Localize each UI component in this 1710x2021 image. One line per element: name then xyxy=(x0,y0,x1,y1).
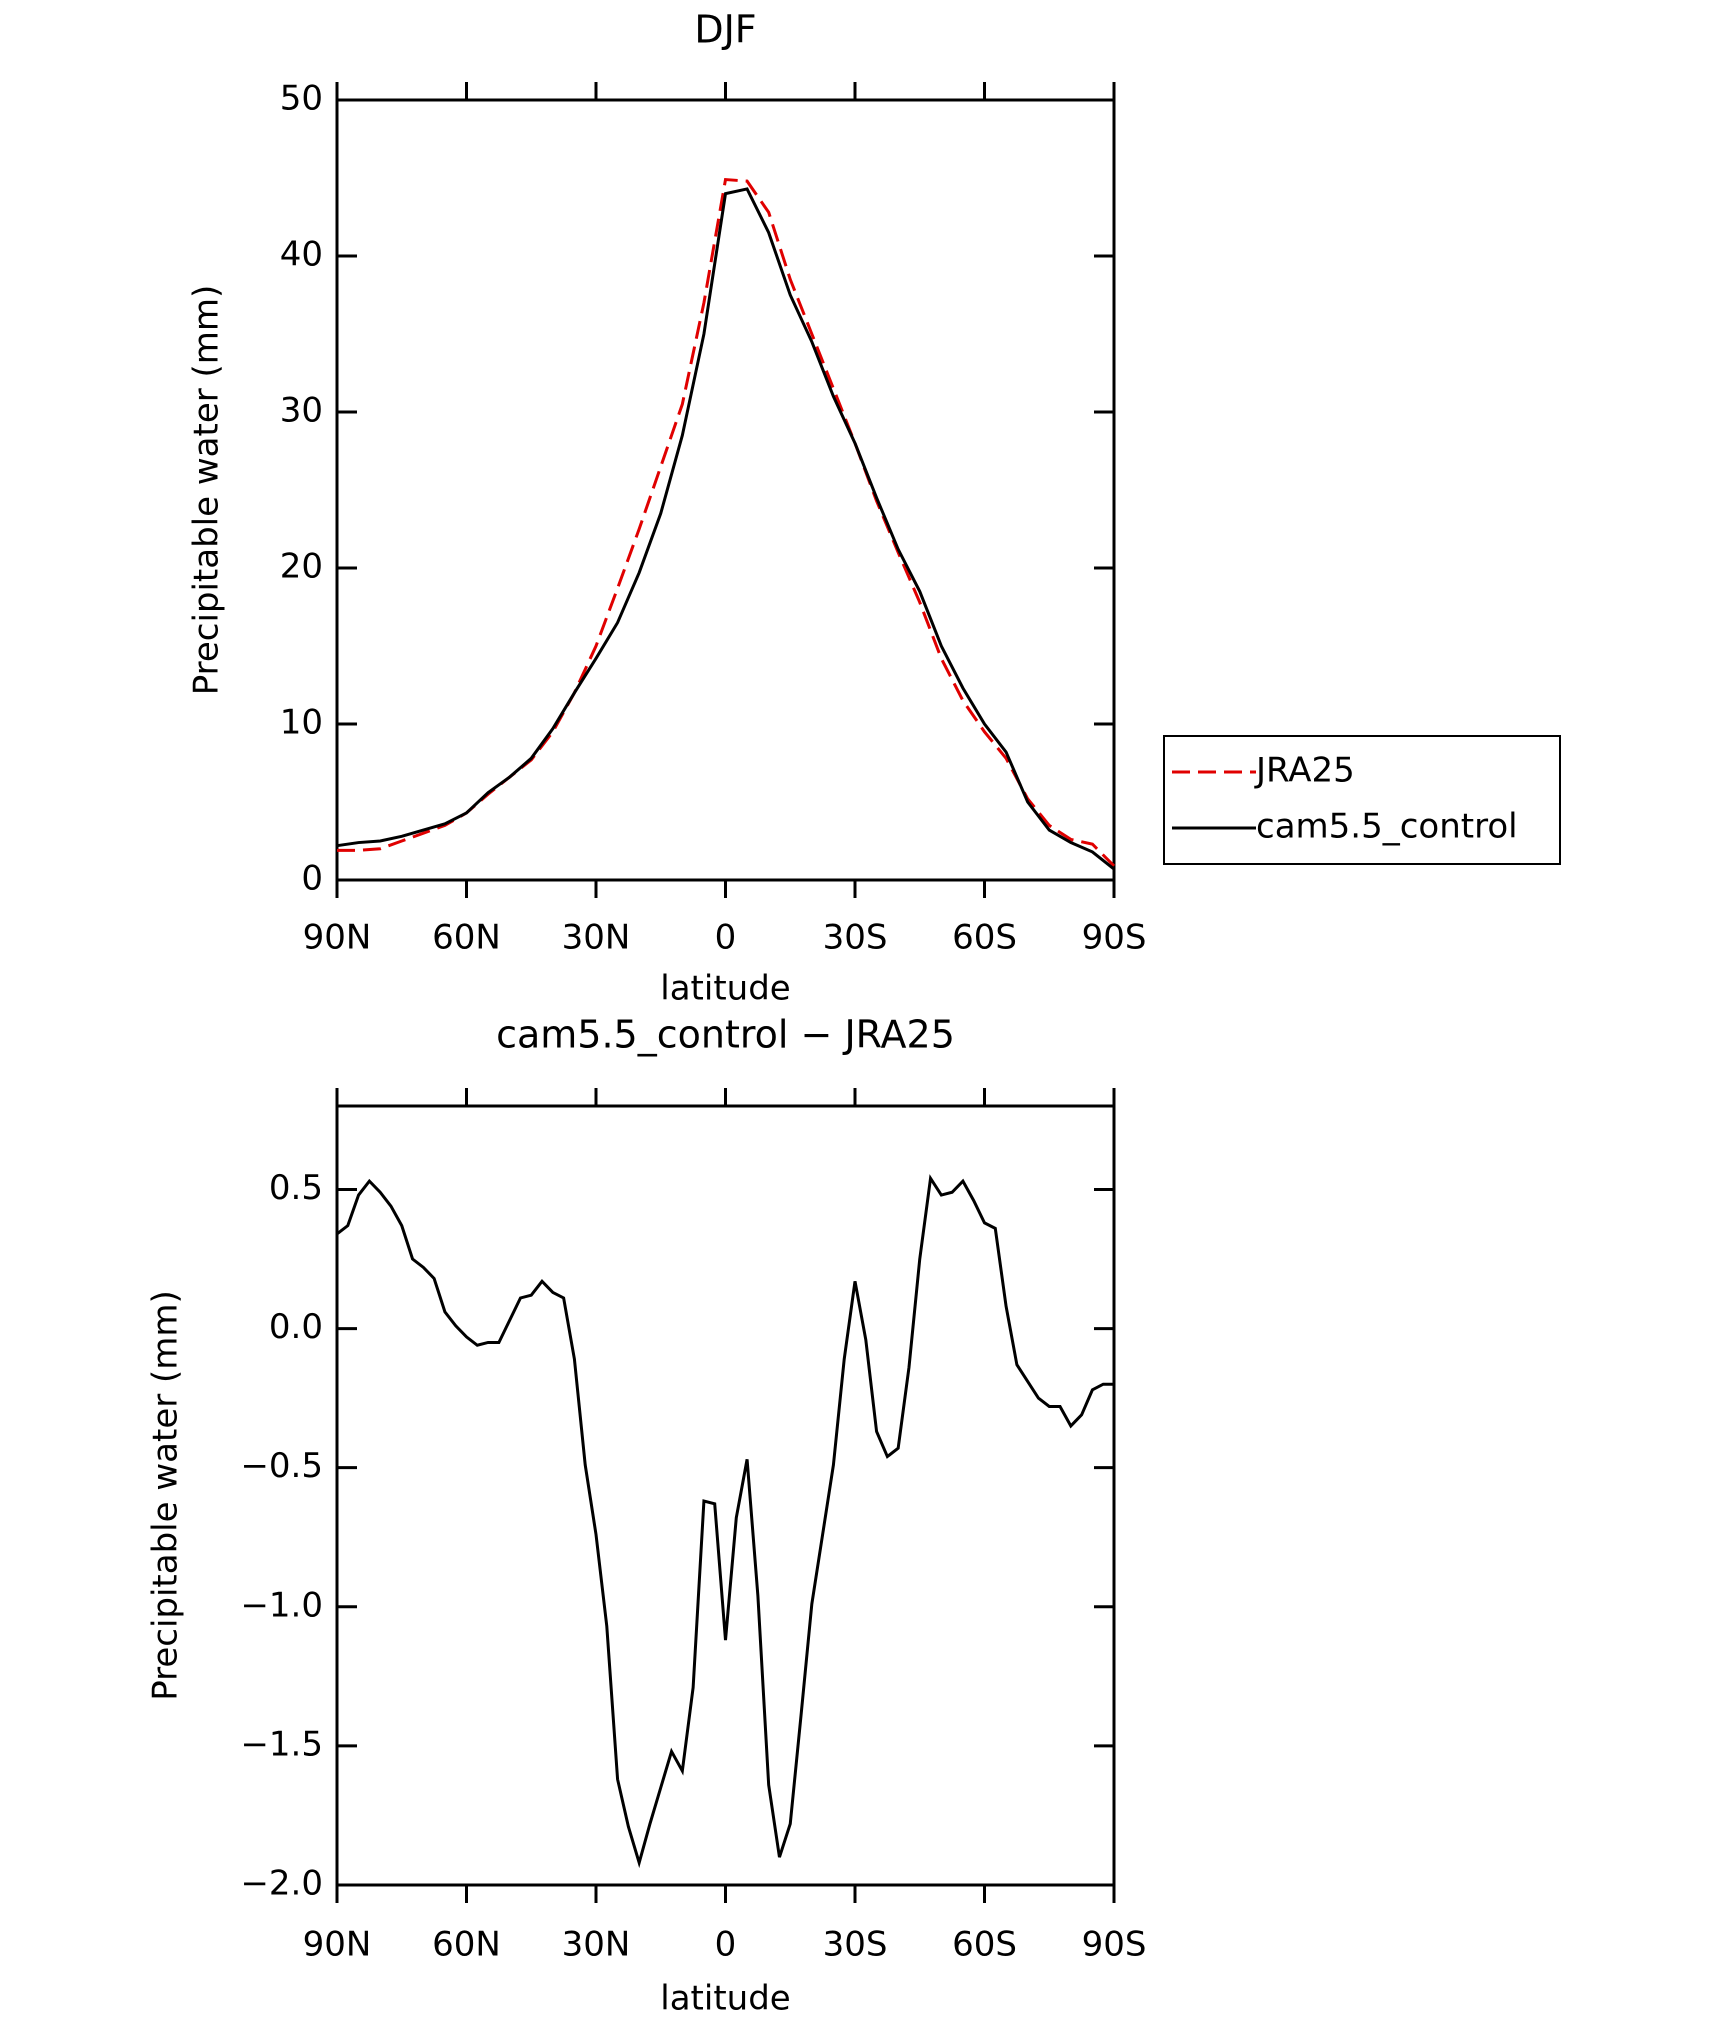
y-tick-label: 0.0 xyxy=(269,1307,323,1347)
y-tick-label: −1.5 xyxy=(240,1724,323,1764)
x-tick-label: 60S xyxy=(952,918,1017,958)
x-axis-label: latitude xyxy=(660,969,790,1009)
plot-frame xyxy=(335,1104,1116,1887)
series-line xyxy=(336,1174,1114,1869)
x-tick-label: 30S xyxy=(823,918,888,958)
y-tick-label: −2.0 xyxy=(240,1864,323,1904)
x-axis-label: latitude xyxy=(660,1979,790,2019)
y-tick-label: 0 xyxy=(301,859,323,899)
y-tick-label: 10 xyxy=(280,703,323,743)
legend-label: JRA25 xyxy=(1254,751,1355,791)
x-tick-label: 90S xyxy=(1082,1925,1147,1965)
y-tick-label: 40 xyxy=(280,235,323,275)
y-tick-label: 30 xyxy=(280,391,323,431)
x-tick-label: 60S xyxy=(952,1925,1017,1965)
x-tick-label: 0 xyxy=(715,918,737,958)
x-tick-label: 60N xyxy=(432,1925,501,1965)
y-axis-label: Precipitable water (mm) xyxy=(187,285,227,696)
series-line xyxy=(336,187,1115,871)
plot-frame xyxy=(335,98,1116,882)
x-tick-label: 60N xyxy=(432,918,501,958)
legend-label: cam5.5_control xyxy=(1256,807,1518,847)
y-tick-label: 20 xyxy=(280,547,323,587)
y-axis-label: Precipitable water (mm) xyxy=(146,1290,186,1701)
x-tick-label: 30N xyxy=(562,918,631,958)
series-line xyxy=(337,177,1116,868)
y-tick-label: −1.0 xyxy=(240,1585,323,1625)
chart-title: DJF xyxy=(694,8,756,52)
x-tick-label: 30N xyxy=(562,1925,631,1965)
x-tick-label: 90N xyxy=(303,1925,372,1965)
x-tick-label: 90S xyxy=(1082,918,1147,958)
x-tick-label: 90N xyxy=(303,918,372,958)
chart-title: cam5.5_control − JRA25 xyxy=(496,1013,955,1057)
x-tick-label: 30S xyxy=(823,1925,888,1965)
x-tick-label: 0 xyxy=(715,1925,737,1965)
y-tick-label: 50 xyxy=(280,79,323,119)
y-tick-label: 0.5 xyxy=(269,1168,323,1208)
y-tick-label: −0.5 xyxy=(240,1446,323,1486)
legend-box xyxy=(1163,735,1561,865)
